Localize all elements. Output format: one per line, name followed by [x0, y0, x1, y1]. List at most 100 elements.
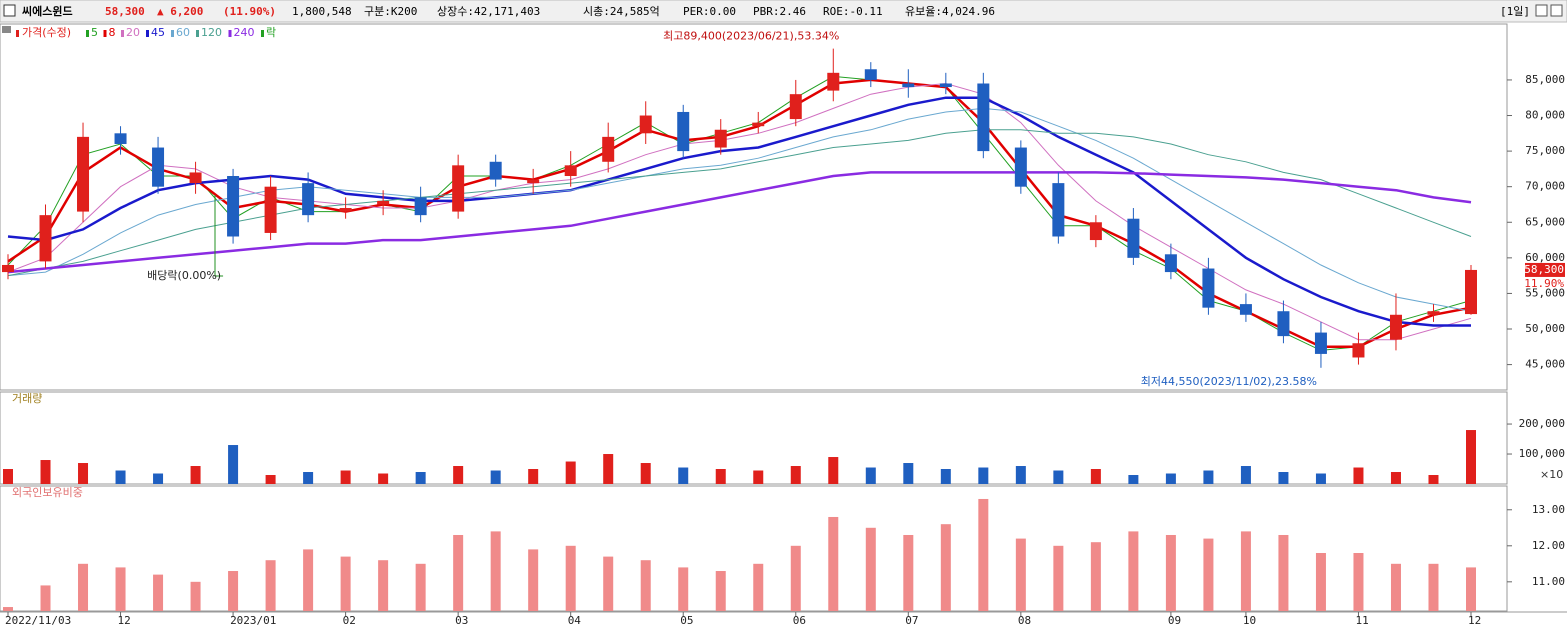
bar — [40, 585, 51, 611]
legend-label: 45 — [151, 26, 165, 39]
candle-body — [1314, 332, 1327, 354]
candle-body — [827, 72, 840, 91]
bar — [415, 472, 426, 484]
candle-body — [1014, 147, 1027, 187]
per: PER:0.00 — [683, 5, 736, 18]
candle-body — [302, 183, 315, 216]
candle-body — [339, 208, 352, 212]
stock-name: 씨에스윈드 — [22, 4, 73, 18]
close-button[interactable] — [1550, 4, 1563, 17]
legend-label: 120 — [201, 26, 222, 39]
candle-body — [602, 136, 615, 162]
bar — [115, 470, 126, 484]
bar — [490, 470, 501, 484]
bar — [715, 469, 726, 484]
bar — [565, 461, 576, 484]
bar — [228, 571, 239, 611]
bar — [903, 534, 914, 611]
bar — [978, 498, 989, 611]
legend-label: 8 — [109, 26, 116, 39]
y-tick-label: 60,000 — [1525, 251, 1565, 264]
bar — [78, 463, 89, 484]
bar — [453, 534, 464, 611]
bar — [790, 466, 801, 484]
candle-body — [1127, 218, 1140, 258]
bar — [265, 560, 276, 611]
dividend-arrow — [214, 195, 224, 277]
bar — [903, 463, 914, 484]
bar — [453, 466, 464, 484]
y-tick-label: 11.00 — [1532, 575, 1565, 588]
bar — [490, 531, 501, 611]
candle-body — [39, 215, 52, 262]
header-bar — [0, 0, 1567, 23]
checkbox[interactable] — [3, 4, 16, 17]
bar — [1165, 473, 1176, 484]
bar — [153, 473, 164, 484]
bar — [1428, 475, 1439, 484]
volume-title: 거래량 — [12, 392, 42, 405]
legend-label: 20 — [126, 26, 140, 39]
legend-swatch — [16, 30, 19, 37]
bar — [1090, 469, 1101, 484]
bar — [1053, 470, 1064, 484]
candle-body — [264, 186, 277, 233]
x-tick-label: 09 — [1168, 614, 1181, 627]
bar — [78, 563, 89, 611]
bar — [790, 545, 801, 611]
ma-line — [7, 129, 1472, 277]
candle-body — [152, 147, 165, 187]
x-tick-label: 03 — [455, 614, 468, 627]
bar — [1315, 473, 1326, 484]
bar — [978, 467, 989, 484]
candle-body — [377, 200, 390, 205]
annotation-high: 최고89,400(2023/06/21),53.34% — [663, 30, 839, 43]
bar — [3, 607, 13, 611]
ma-line — [7, 75, 1472, 351]
y-tick-label: 200,000 — [1519, 417, 1565, 430]
period[interactable]: [1일] — [1500, 4, 1530, 18]
candle-body — [1465, 269, 1477, 315]
x-tick-label: 08 — [1018, 614, 1031, 627]
shares: 상장수:42,171,403 — [437, 5, 540, 18]
candle-body — [527, 179, 540, 184]
bar — [1278, 472, 1289, 484]
bar — [603, 556, 614, 611]
cap: 시총:24,585억 — [583, 5, 660, 18]
max-button[interactable] — [1535, 4, 1548, 17]
x-tick-label: 07 — [905, 614, 918, 627]
bar — [1390, 472, 1401, 484]
bar — [753, 470, 764, 484]
bar — [415, 563, 426, 611]
bar — [40, 460, 51, 484]
y-tick-label: 100,000 — [1519, 447, 1565, 460]
bar — [640, 463, 651, 484]
foreign-title: 외국인보유비중 — [12, 486, 83, 499]
legend-swatch — [228, 30, 232, 37]
bar — [115, 567, 126, 611]
legend-label: 락 — [266, 26, 276, 39]
pbr: PBR:2.46 — [753, 5, 806, 18]
ma-line — [7, 171, 1472, 274]
y-tick-label: 85,000 — [1525, 73, 1565, 86]
bar — [603, 454, 614, 484]
bar — [753, 563, 764, 611]
rate: (11.90%) — [223, 5, 276, 18]
candle-body — [489, 161, 502, 180]
bar — [528, 549, 539, 611]
candle-body — [977, 83, 990, 152]
bar — [1015, 466, 1026, 484]
bar — [1428, 563, 1439, 611]
candle-body — [1202, 268, 1215, 308]
annotation-dividend: 배당락(0.00%) — [147, 269, 221, 282]
y-tick-label: 65,000 — [1525, 215, 1565, 228]
annotation-low: 최저44,550(2023/11/02),23.58% — [1141, 375, 1317, 388]
reserve: 유보율:4,024.96 — [905, 5, 995, 18]
bar — [1128, 475, 1139, 484]
candle-body — [939, 83, 952, 88]
last-price-box — [1525, 262, 1565, 277]
candle-body — [1277, 311, 1290, 337]
bar — [1240, 466, 1251, 484]
legend-label: 240 — [234, 26, 255, 39]
y-tick-label: 80,000 — [1525, 109, 1565, 122]
